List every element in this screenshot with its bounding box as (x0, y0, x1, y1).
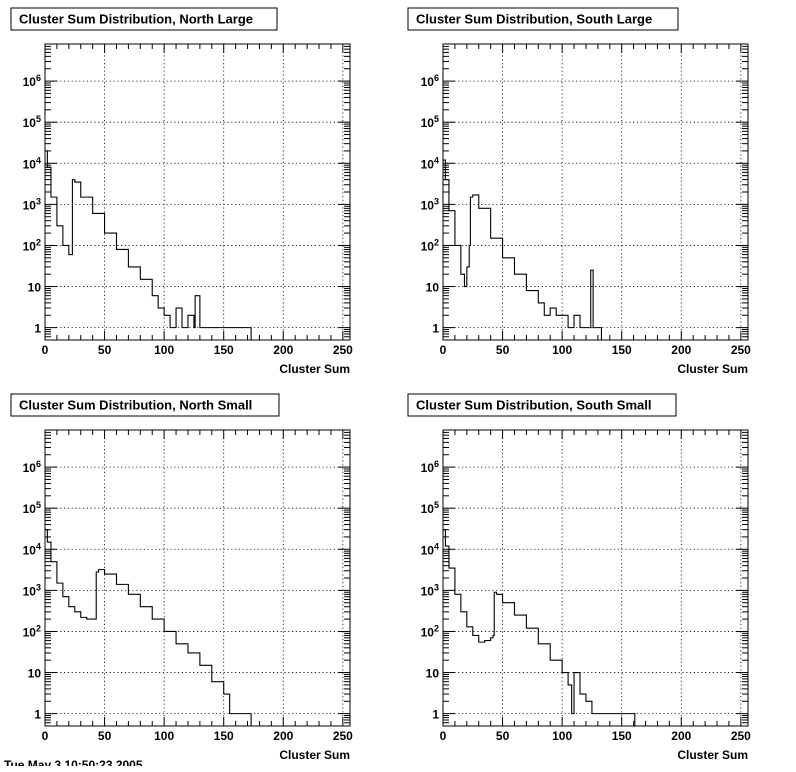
x-axis-label: Cluster Sum (279, 748, 350, 762)
plot-frame (44, 429, 351, 727)
y-tick-label: 102 (421, 623, 439, 639)
x-tick-label: 0 (440, 343, 447, 357)
y-tick-label: 103 (23, 582, 41, 598)
chart-title: Cluster Sum Distribution, South Large (416, 12, 652, 27)
y-tick-label: 10 (426, 667, 440, 681)
plot-frame (44, 43, 351, 341)
x-tick-label: 50 (496, 729, 510, 743)
x-tick-label: 250 (731, 729, 751, 743)
chart-title-box (407, 393, 677, 417)
x-tick-label: 200 (671, 729, 691, 743)
y-tick-label: 104 (421, 155, 439, 171)
y-tick-label: 1 (432, 708, 439, 722)
y-tick-label: 106 (23, 73, 41, 89)
y-tick-label: 104 (421, 541, 439, 557)
x-tick-label: 100 (154, 729, 174, 743)
chart-title: Cluster Sum Distribution, North Small (19, 398, 252, 413)
x-axis-label: Cluster Sum (279, 362, 350, 376)
y-tick-label: 103 (421, 582, 439, 598)
x-tick-label: 150 (612, 343, 632, 357)
series-line (45, 529, 252, 726)
y-tick-label: 106 (421, 459, 439, 475)
y-tick-label: 1 (432, 322, 439, 336)
series-line (443, 529, 636, 726)
x-tick-label: 0 (440, 729, 447, 743)
x-tick-label: 50 (496, 343, 510, 357)
x-axis-label: Cluster Sum (677, 362, 748, 376)
y-tick-label: 102 (23, 623, 41, 639)
chart-title-box (10, 7, 278, 31)
y-tick-label: 105 (23, 114, 41, 130)
chart-panel-1: Cluster Sum Distribution, North Large 0 50… (10, 7, 353, 376)
x-tick-label: 250 (333, 729, 353, 743)
chart-title-box (10, 393, 280, 417)
y-tick-label: 10 (28, 281, 42, 295)
y-tick-label: 105 (23, 500, 41, 516)
x-tick-label: 150 (214, 343, 234, 357)
x-axis-label: Cluster Sum (677, 748, 748, 762)
y-tick-label: 10 (426, 281, 440, 295)
y-tick-label: 1 (34, 322, 41, 336)
series-line (45, 150, 252, 340)
footer-timestamp: Tue May 3 10:50:23 2005 (4, 758, 143, 766)
plot-frame (442, 429, 749, 727)
chart-title-box (407, 7, 679, 31)
y-tick-label: 10 (28, 667, 42, 681)
chart-title: Cluster Sum Distribution, North Large (19, 12, 253, 27)
series-line (443, 159, 603, 340)
y-tick-label: 102 (23, 237, 41, 253)
x-tick-label: 100 (552, 729, 572, 743)
y-tick-label: 103 (421, 196, 439, 212)
chart-panel-4: Cluster Sum Distribution, South Small 0 50… (407, 393, 751, 762)
y-tick-label: 104 (23, 155, 41, 171)
y-tick-label: 105 (421, 500, 439, 516)
x-tick-label: 150 (214, 729, 234, 743)
x-tick-label: 0 (42, 343, 49, 357)
y-tick-label: 103 (23, 196, 41, 212)
chart-panel-3: Cluster Sum Distribution, North Small 0 50… (10, 393, 353, 762)
x-tick-label: 100 (154, 343, 174, 357)
x-tick-label: 50 (98, 729, 112, 743)
y-tick-label: 104 (23, 541, 41, 557)
y-tick-label: 105 (421, 114, 439, 130)
x-tick-label: 50 (98, 343, 112, 357)
x-tick-label: 200 (671, 343, 691, 357)
x-tick-label: 0 (42, 729, 49, 743)
y-tick-label: 1 (34, 708, 41, 722)
x-tick-label: 200 (273, 729, 293, 743)
chart-title: Cluster Sum Distribution, South Small (416, 398, 651, 413)
chart-panel-2: Cluster Sum Distribution, South Large 0 50… (407, 7, 751, 376)
x-tick-label: 100 (552, 343, 572, 357)
plot-frame (442, 43, 749, 341)
x-tick-label: 250 (731, 343, 751, 357)
x-tick-label: 200 (273, 343, 293, 357)
y-tick-label: 102 (421, 237, 439, 253)
x-tick-label: 150 (612, 729, 632, 743)
x-tick-label: 250 (333, 343, 353, 357)
y-tick-label: 106 (23, 459, 41, 475)
y-tick-label: 106 (421, 73, 439, 89)
